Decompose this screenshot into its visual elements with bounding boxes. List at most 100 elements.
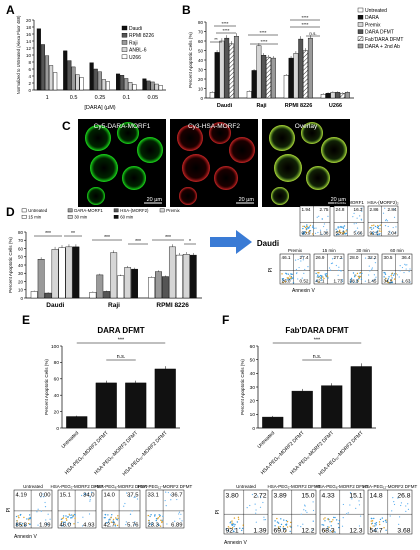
significance-label: n.s. bbox=[309, 31, 316, 36]
flow-event bbox=[386, 280, 388, 282]
flow-event bbox=[339, 226, 341, 228]
flow-event bbox=[384, 519, 387, 522]
flow-event bbox=[68, 513, 70, 515]
chart-f: Fab'DARA DFMT 0 10 20 30 40 50 60 Percent Apopto… bbox=[240, 326, 376, 477]
scale-label-overlay: 20 µm bbox=[331, 197, 347, 203]
flow-event bbox=[280, 523, 283, 526]
flow-event bbox=[62, 521, 64, 524]
bar bbox=[65, 246, 73, 299]
flow-event bbox=[300, 513, 302, 515]
flow-event bbox=[353, 281, 355, 284]
flow-event bbox=[292, 282, 295, 284]
flow-plot: HSA-(MORF2)₂ 2.86 2.84 92.3 2.04 bbox=[367, 200, 399, 237]
category-label: RPMI 8226 bbox=[285, 103, 313, 109]
flow-event bbox=[357, 280, 359, 282]
flow-event bbox=[155, 518, 158, 520]
flow-plot-title: HSA-(MORF2)₂ bbox=[367, 200, 398, 205]
flow-event bbox=[246, 507, 248, 509]
flow-event bbox=[302, 227, 304, 230]
flow-event bbox=[320, 276, 323, 278]
flow-event bbox=[354, 275, 356, 278]
flow-event bbox=[330, 520, 333, 523]
legend-label: ANBL-6 bbox=[129, 48, 147, 54]
flow-event bbox=[307, 227, 310, 229]
flow-event bbox=[342, 227, 345, 230]
panel-letter-b: B bbox=[182, 3, 191, 17]
flow-plot-title: DARA-MORF1 bbox=[334, 200, 364, 205]
flow-event bbox=[111, 513, 113, 516]
flow-event bbox=[255, 509, 257, 511]
quadrant-value: 69.0 bbox=[274, 528, 287, 535]
flow-plot: HSA-PEG₂-MORF2 DFMT 15.1 34.0 46.0 4.93 bbox=[51, 484, 104, 529]
flow-event bbox=[385, 280, 387, 282]
flow-event bbox=[301, 277, 303, 279]
quadrant-value: 36.4 bbox=[402, 255, 411, 260]
bar bbox=[262, 416, 284, 429]
flow-event bbox=[89, 499, 91, 501]
flow-event bbox=[286, 520, 289, 523]
flow-event bbox=[388, 281, 390, 284]
quadrant-value: 3.89 bbox=[274, 492, 287, 499]
flow-event bbox=[393, 278, 396, 280]
flow-plot: Untreated 4.19 0.00 85.8 1.99 bbox=[13, 484, 53, 529]
bar bbox=[335, 92, 341, 99]
flow-plot-title: HSA-PEG₂-MORF2 DFMT bbox=[51, 484, 104, 489]
flow-event bbox=[69, 522, 72, 525]
flow-event bbox=[116, 524, 119, 527]
flow-event bbox=[37, 524, 39, 526]
micrograph-row: Cy5-DARA-MORF1 20 µm Cy3-HSA-MORF2 20 µm… bbox=[78, 119, 350, 207]
y-axis-label: Percent Apoptotic Cells (%) bbox=[240, 359, 245, 415]
flow-event bbox=[360, 275, 362, 278]
flow-event bbox=[337, 523, 340, 525]
flow-event bbox=[398, 516, 401, 518]
flow-event bbox=[65, 519, 68, 521]
quadrant-value: 23.3 bbox=[148, 523, 159, 529]
flow-event bbox=[389, 515, 391, 517]
flow-event bbox=[331, 258, 334, 260]
flow-plot-title: Untreated bbox=[305, 200, 325, 205]
quadrant-value: 0.52 bbox=[300, 279, 309, 284]
flow-event bbox=[44, 506, 47, 508]
flow-event bbox=[379, 523, 381, 526]
flow-event bbox=[391, 281, 393, 283]
flow-event bbox=[89, 500, 91, 502]
flow-plot-frame bbox=[299, 205, 331, 237]
flow-event bbox=[276, 517, 278, 520]
y-tick-label: 8 bbox=[28, 60, 31, 65]
y-tick-label: 60 bbox=[54, 377, 60, 383]
flow-event bbox=[355, 507, 357, 509]
flow-event bbox=[337, 233, 340, 236]
flow-event bbox=[359, 515, 362, 517]
flow-event bbox=[264, 518, 267, 521]
bar bbox=[150, 81, 155, 91]
flow-event bbox=[386, 220, 388, 222]
flow-event bbox=[277, 522, 280, 524]
quadrant-value: 27.2 bbox=[334, 255, 343, 260]
legend-label: DARA bbox=[365, 15, 380, 21]
flow-event bbox=[303, 231, 306, 233]
flow-event bbox=[370, 520, 372, 522]
flow-event bbox=[84, 492, 86, 495]
flow-event bbox=[72, 515, 74, 518]
flow-event bbox=[315, 280, 317, 282]
flow-event bbox=[103, 516, 106, 519]
bar bbox=[325, 93, 331, 99]
quadrant-value: 3.80 bbox=[226, 492, 239, 499]
flow-event bbox=[16, 524, 18, 526]
legend-swatch bbox=[357, 14, 364, 20]
flow-event bbox=[311, 529, 313, 531]
flow-event bbox=[408, 270, 410, 273]
quadrant-value: 53.2 bbox=[336, 231, 345, 236]
flow-event bbox=[29, 517, 32, 520]
flow-event bbox=[356, 279, 358, 281]
flow-event bbox=[179, 518, 181, 520]
y-tick-label: 6 bbox=[28, 67, 31, 72]
flow-event bbox=[390, 232, 392, 234]
flow-event bbox=[345, 230, 347, 232]
micrograph-title-cy3: Cy3-HSA-MORF2 bbox=[188, 123, 240, 130]
flow-event bbox=[359, 271, 362, 274]
flow-event bbox=[28, 519, 30, 521]
flow-event bbox=[112, 520, 114, 522]
flow-event bbox=[375, 231, 377, 234]
bar bbox=[97, 71, 102, 91]
